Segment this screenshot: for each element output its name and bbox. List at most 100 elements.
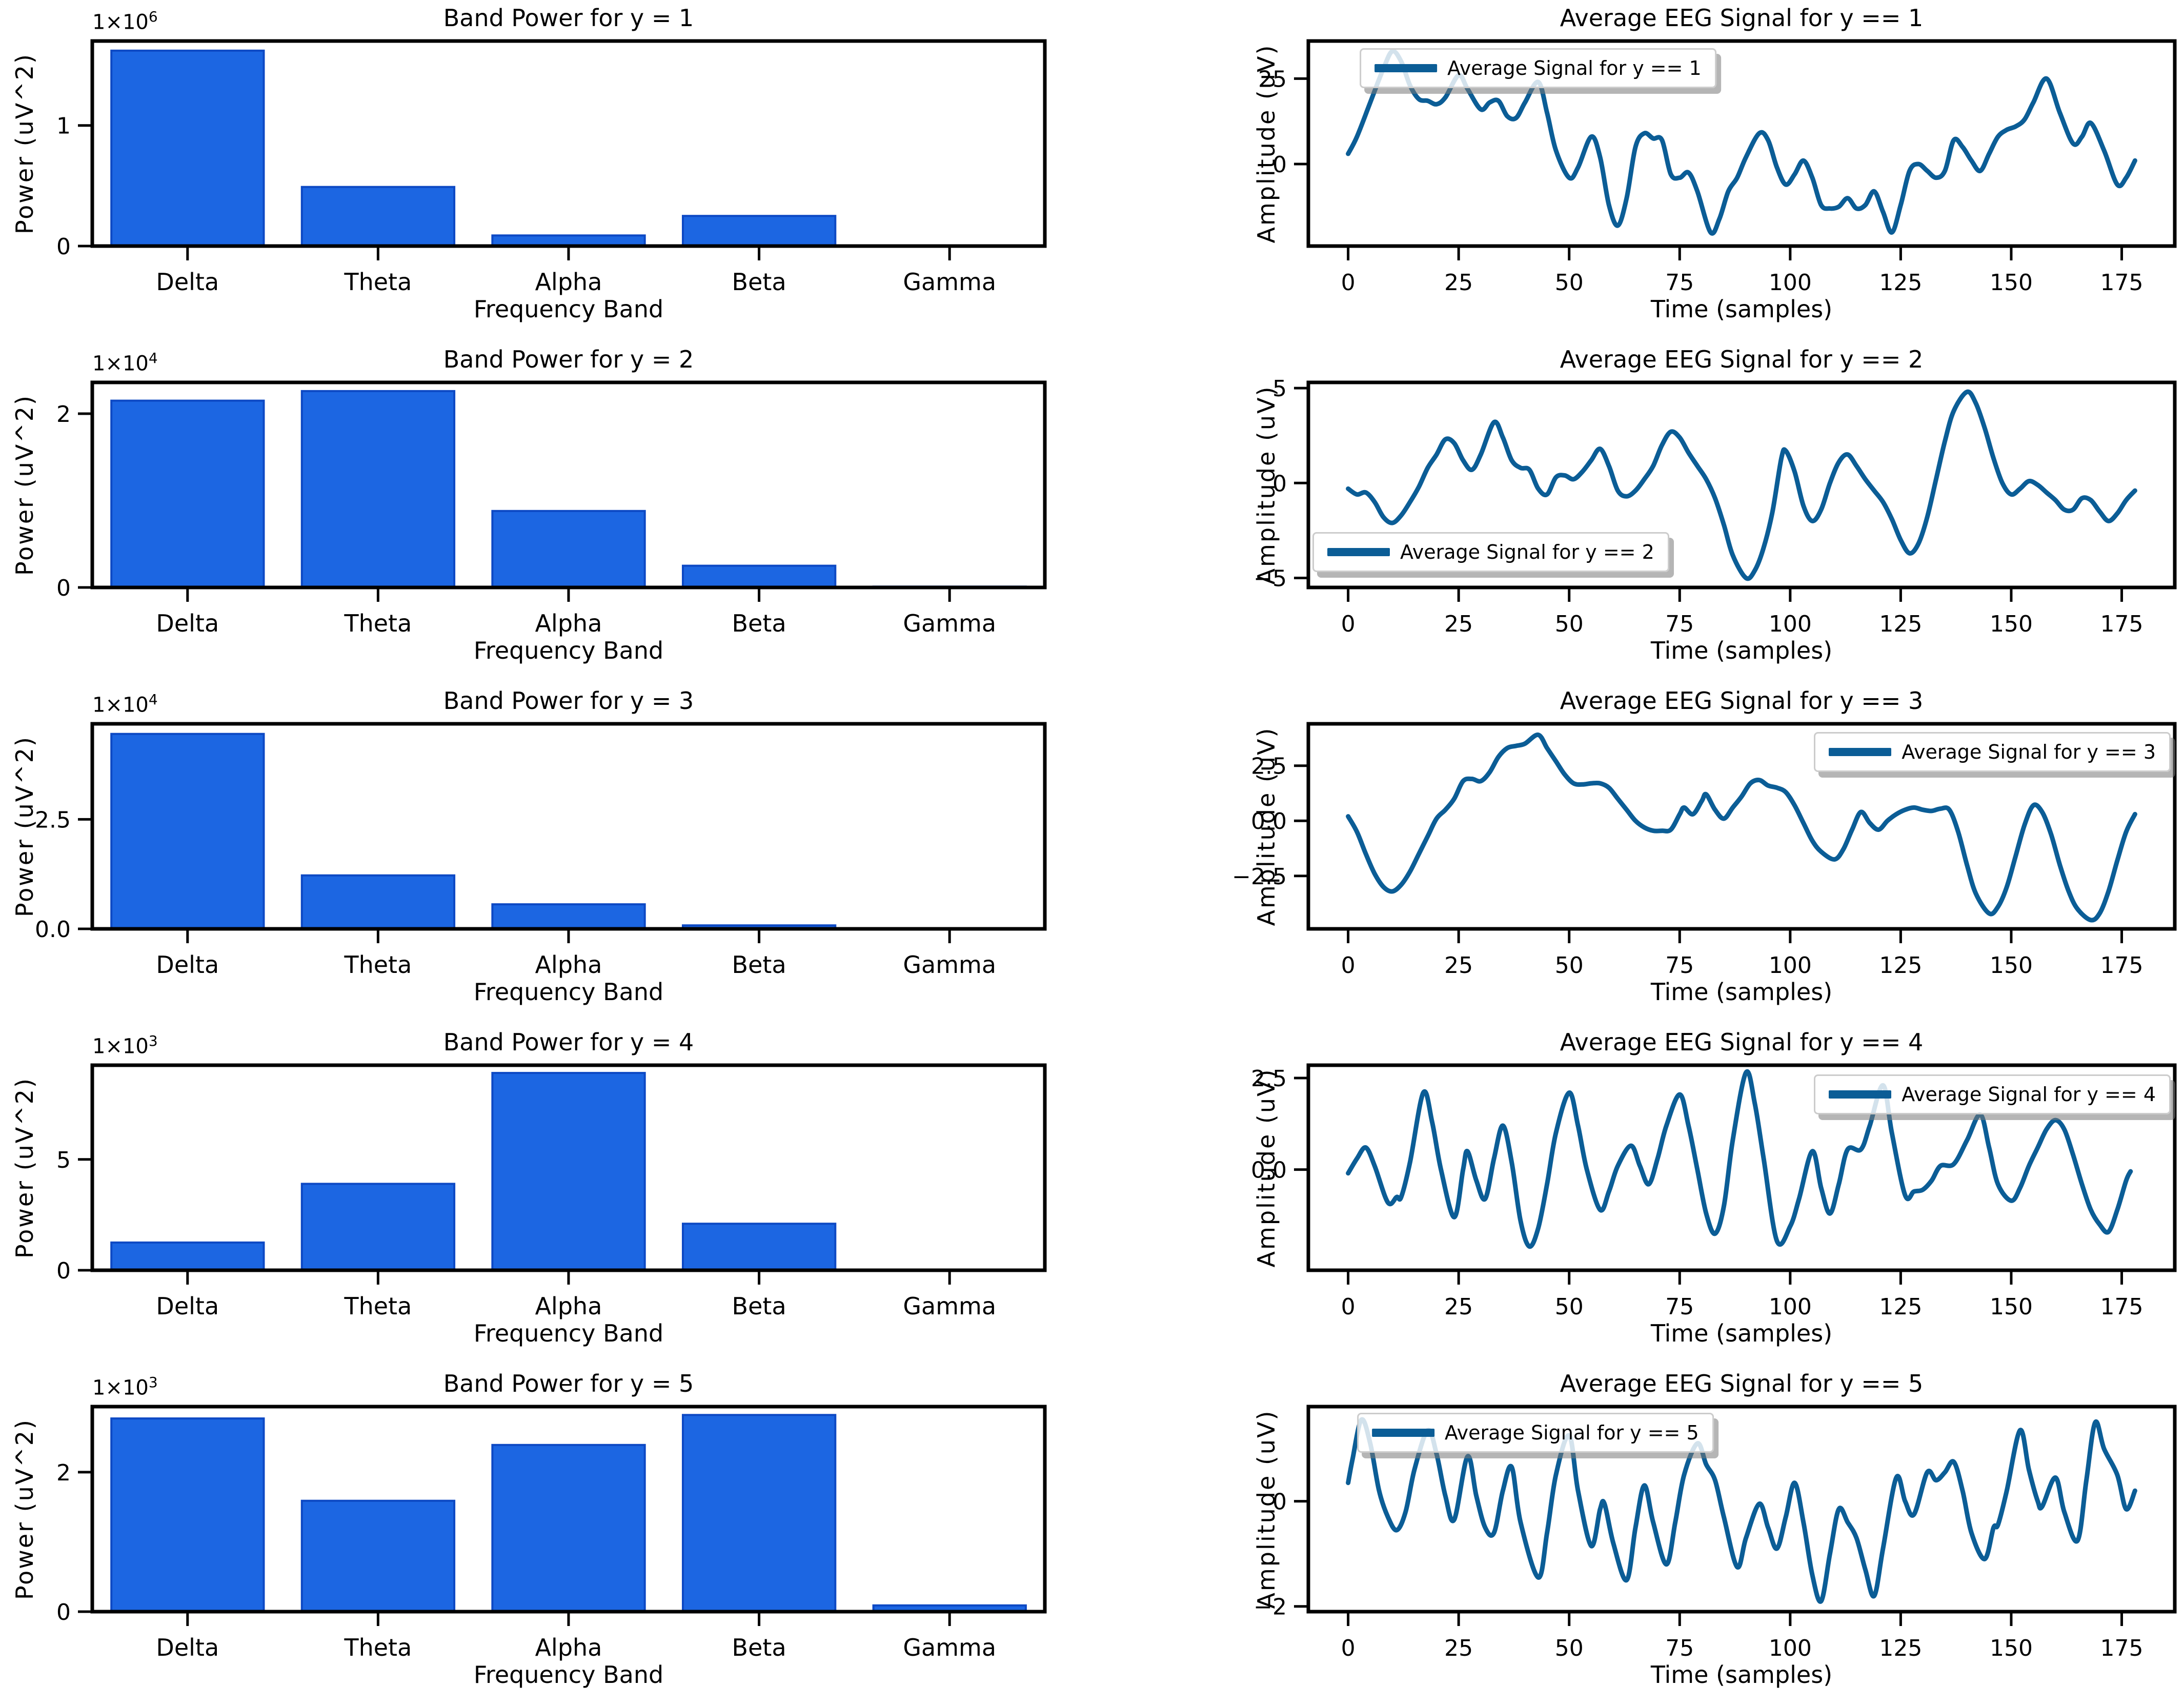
axes-canvas-bar-y3: Delta Theta Alpha Beta Gamma 0.0 2.5 [35, 722, 1047, 979]
x-axis-label: Frequency Band [473, 1319, 664, 1347]
legend-line-swatch [1829, 748, 1892, 756]
x-tick-label: Delta [156, 951, 219, 979]
x-tick-label: 0 [1341, 611, 1356, 637]
x-tick-label: Alpha [535, 609, 602, 637]
x-tick-label: 125 [1879, 952, 1922, 979]
x-tick-label: 0 [1341, 270, 1356, 296]
y-tick-label: 0.0 [1251, 1157, 1287, 1184]
legend-label: Average Signal for y == 4 [1902, 1083, 2156, 1106]
eeg-signal-line [1346, 1417, 2137, 1604]
x-tick-label: Gamma [903, 1634, 996, 1661]
x-tick-label: 25 [1444, 611, 1473, 637]
x-axis-label: Frequency Band [473, 1661, 664, 1689]
x-tick-label: 0 [1341, 1635, 1356, 1661]
subplot-band-power-y5: Band Power for y = 5 1×103 Power (uV^2) … [0, 1366, 1092, 1707]
y-tick-label: 2.5 [35, 807, 71, 833]
subplot-band-power-y2: Band Power for y = 2 1×104 Power (uV^2) … [0, 341, 1092, 683]
x-tick-label: Beta [732, 951, 786, 979]
y-axis-exponent-label: 1×103 [92, 1374, 158, 1399]
bar-beta [682, 215, 837, 248]
legend-line-swatch [1829, 1090, 1892, 1099]
axes-spines [1306, 722, 2177, 931]
bar-delta [110, 733, 265, 930]
x-tick-label: 175 [2100, 1635, 2143, 1661]
x-tick-label: Delta [156, 1292, 219, 1320]
x-tick-label: 25 [1444, 1635, 1473, 1661]
bar-alpha [491, 1072, 646, 1271]
x-tick-label: Delta [156, 609, 219, 637]
x-tick-label: 125 [1879, 270, 1922, 296]
x-tick-label: Alpha [535, 951, 602, 979]
axes-canvas-bar-y1: Delta Theta Alpha Beta Gamma 0 1 [56, 39, 1047, 296]
x-tick-label: 75 [1665, 270, 1694, 296]
subplot-avg-eeg-y2: Average EEG Signal for y == 2 Amplitude … [1092, 341, 2184, 683]
x-tick-label: 0 [1341, 1294, 1356, 1320]
axes-spines [1306, 1063, 2177, 1272]
x-tick-label: 50 [1555, 611, 1584, 637]
x-tick-label: Alpha [535, 1634, 602, 1661]
bar-theta [300, 390, 456, 589]
exponent-base: 1×10 [92, 693, 149, 717]
exponent-power: 3 [148, 1032, 158, 1049]
subplot-band-power-y3: Band Power for y = 3 1×104 Power (uV^2) … [0, 683, 1092, 1024]
x-tick-label: Alpha [535, 1292, 602, 1320]
y-tick-label: 2 [56, 401, 71, 428]
legend-line-swatch [1374, 64, 1437, 72]
x-tick-label: Alpha [535, 268, 602, 296]
legend: Average Signal for y == 4 [1814, 1074, 2171, 1114]
plot-title: Average EEG Signal for y == 5 [1560, 1370, 1924, 1397]
axes-canvas-line-y2: 0 25 50 75 100 125 150 175 −5 0 5 [1253, 376, 2177, 637]
legend: Average Signal for y == 3 [1814, 732, 2171, 772]
bar-delta [110, 1417, 265, 1613]
y-axis-exponent-label: 1×103 [92, 1032, 158, 1058]
plot-title: Band Power for y = 4 [443, 1028, 694, 1056]
y-tick-label: 0 [1272, 152, 1287, 178]
axes-spines [1306, 39, 2177, 248]
x-tick-label: 100 [1769, 1294, 1812, 1320]
legend-label: Average Signal for y == 1 [1447, 57, 1702, 79]
x-axis-label: Time (samples) [1650, 637, 1833, 664]
x-tick-label: 100 [1769, 1635, 1812, 1661]
y-tick-label: 0.0 [1251, 808, 1287, 835]
bar-delta [110, 49, 265, 248]
exponent-power: 6 [148, 8, 158, 25]
x-axis-label: Frequency Band [473, 295, 664, 323]
y-tick-label: 0 [56, 1599, 71, 1625]
x-tick-label: Theta [344, 1634, 412, 1661]
exponent-power: 4 [148, 691, 158, 708]
x-tick-label: 0 [1341, 952, 1356, 979]
x-tick-label: 150 [1990, 611, 2033, 637]
x-axis-label: Time (samples) [1650, 1661, 1833, 1689]
x-tick-label: 50 [1555, 952, 1584, 979]
legend-line-swatch [1371, 1429, 1434, 1437]
x-axis-label: Time (samples) [1650, 978, 1833, 1006]
x-tick-label: Gamma [903, 268, 996, 296]
x-tick-label: 125 [1879, 611, 1922, 637]
y-tick-label: −5 [1253, 565, 1287, 592]
y-tick-label: 0.0 [35, 917, 71, 943]
bar-theta [300, 1499, 456, 1613]
subplot-avg-eeg-y3: Average EEG Signal for y == 3 Amplitude … [1092, 683, 2184, 1024]
axes-spines [90, 1063, 1047, 1272]
y-tick-label: 1 [56, 113, 71, 139]
subplot-band-power-y4: Band Power for y = 4 1×103 Power (uV^2) … [0, 1024, 1092, 1366]
subplot-band-power-y1: Band Power for y = 1 1×106 Power (uV^2) … [0, 0, 1092, 341]
exponent-power: 4 [148, 350, 158, 367]
y-tick-label: 2.5 [1251, 754, 1287, 780]
x-tick-label: 175 [2100, 952, 2143, 979]
x-tick-label: 75 [1665, 1294, 1694, 1320]
eeg-signal-line [1346, 389, 2137, 581]
subplot-avg-eeg-y5: Average EEG Signal for y == 5 Amplitude … [1092, 1366, 2184, 1707]
x-tick-label: Gamma [903, 609, 996, 637]
subplot-avg-eeg-y4: Average EEG Signal for y == 4 Amplitude … [1092, 1024, 2184, 1366]
y-tick-label: 2.5 [1251, 1066, 1287, 1092]
bar-beta [682, 1414, 837, 1613]
x-tick-label: 175 [2100, 1294, 2143, 1320]
eeg-signal-line [1346, 49, 2137, 236]
legend-label: Average Signal for y == 5 [1444, 1421, 1699, 1444]
y-tick-label: 5 [1272, 376, 1287, 402]
y-tick-label: 5 [56, 1147, 71, 1173]
x-tick-label: Delta [156, 1634, 219, 1661]
exponent-base: 1×10 [92, 1376, 149, 1400]
x-axis-label: Frequency Band [473, 978, 664, 1006]
